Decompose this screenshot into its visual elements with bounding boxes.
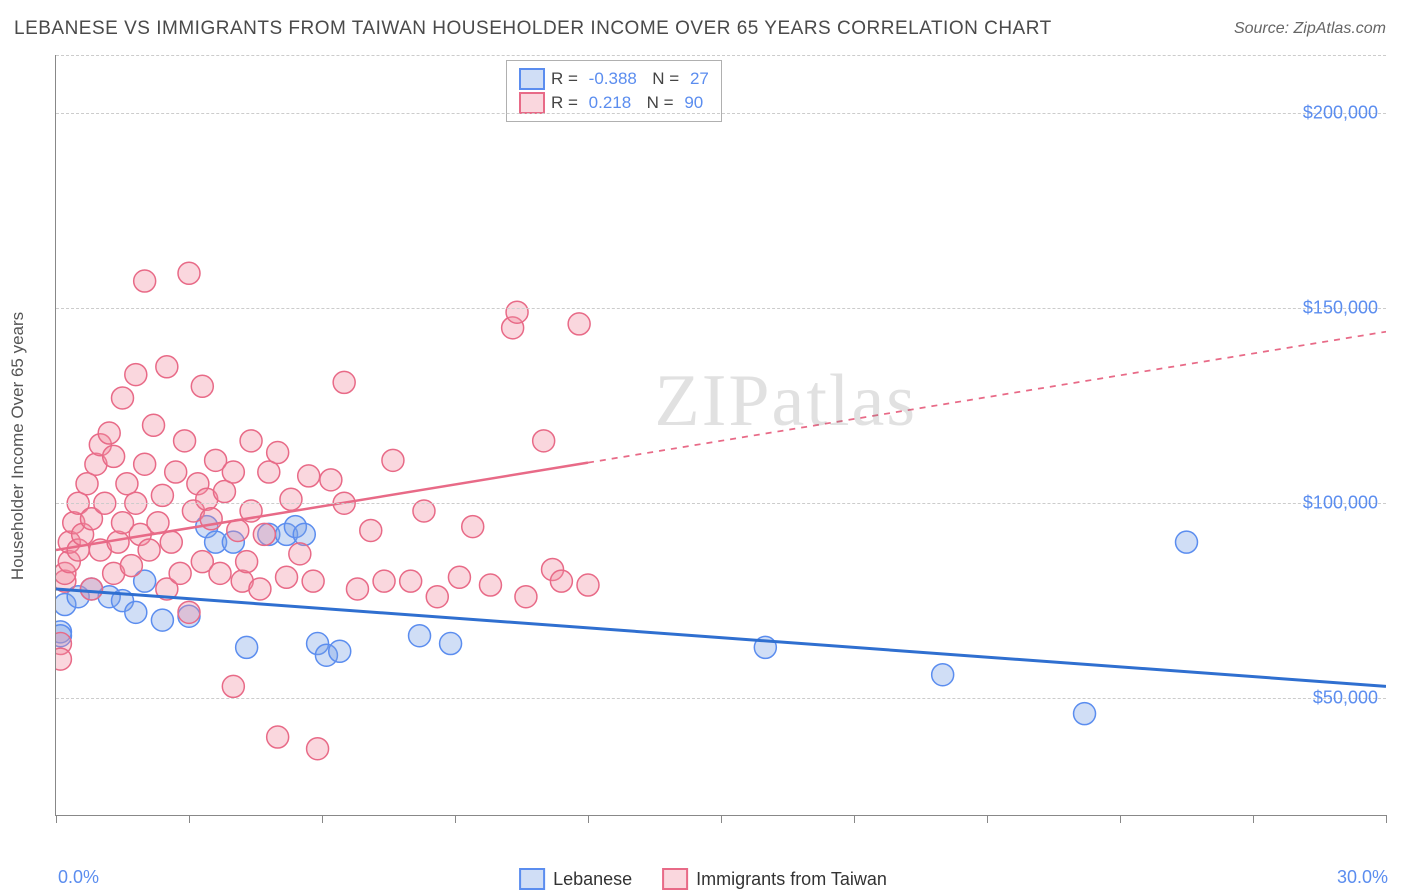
n-value-2: 90: [684, 91, 703, 115]
legend-item-1: Lebanese: [519, 868, 632, 890]
y-axis-title: Householder Income Over 65 years: [8, 312, 28, 580]
plot-area: R = -0.388 N = 27 R = 0.218 N = 90 ZIPat…: [55, 55, 1386, 816]
x-tick-max: 30.0%: [1337, 867, 1388, 888]
swatch-pink-icon: [662, 868, 688, 890]
chart-container: LEBANESE VS IMMIGRANTS FROM TAIWAN HOUSE…: [0, 0, 1406, 892]
series-legend: Lebanese Immigrants from Taiwan: [519, 868, 887, 890]
y-tick-label: $150,000: [1303, 298, 1378, 319]
n-value-1: 27: [690, 67, 709, 91]
y-tick-label: $50,000: [1313, 688, 1378, 709]
chart-svg: [56, 55, 1386, 815]
legend-row-2: R = 0.218 N = 90: [519, 91, 709, 115]
swatch-blue-icon: [519, 868, 545, 890]
swatch-pink-icon: [519, 92, 545, 114]
legend-label-2: Immigrants from Taiwan: [696, 869, 887, 890]
legend-row-1: R = -0.388 N = 27: [519, 67, 709, 91]
chart-title: LEBANESE VS IMMIGRANTS FROM TAIWAN HOUSE…: [14, 18, 1052, 40]
r-value-2: 0.218: [589, 91, 632, 115]
y-tick-label: $100,000: [1303, 493, 1378, 514]
source-label: Source: ZipAtlas.com: [1234, 20, 1386, 38]
y-tick-label: $200,000: [1303, 103, 1378, 124]
legend-label-1: Lebanese: [553, 869, 632, 890]
r-value-1: -0.388: [589, 67, 637, 91]
legend-item-2: Immigrants from Taiwan: [662, 868, 887, 890]
swatch-blue-icon: [519, 68, 545, 90]
x-tick-min: 0.0%: [58, 867, 99, 888]
